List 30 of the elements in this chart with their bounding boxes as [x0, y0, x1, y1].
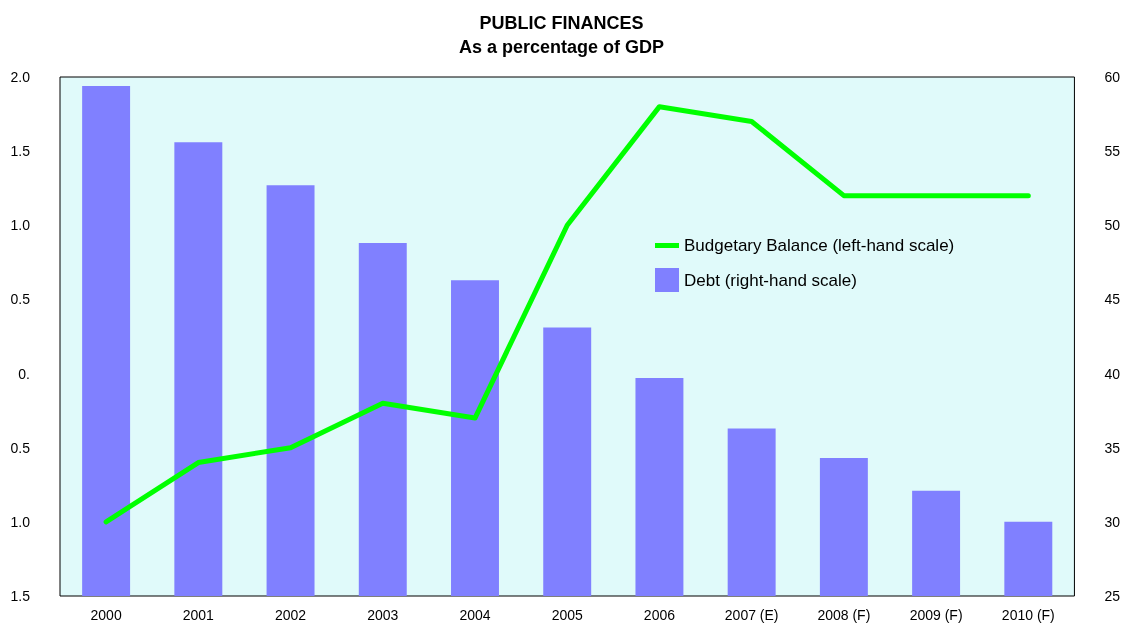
x-tick-label: 2002: [274, 607, 307, 623]
y2-tick-label: 40: [1104, 365, 1121, 382]
y2-tick-label: 30: [1104, 513, 1121, 530]
y-tick-label: 1.0: [10, 217, 31, 234]
y-tick-label: 2.0: [10, 69, 31, 85]
y2-tick-label: 60: [1104, 69, 1121, 85]
y-tick-label: 0.5: [10, 291, 31, 308]
y-tick-label: 0.: [18, 365, 30, 382]
x-tick-label: 2003: [367, 607, 399, 623]
y-tick-label: 1.5: [10, 588, 31, 604]
legend-label: Budgetary Balance (left-hand scale): [684, 236, 955, 255]
x-tick-label: 2000: [90, 607, 122, 623]
x-tick-label: 2004: [459, 607, 491, 623]
x-tick-label: 2006: [643, 607, 676, 623]
x-tick-label: 2008 (F): [817, 607, 871, 623]
y2-tick-label: 50: [1104, 217, 1121, 234]
y-tick-label: 1.0: [10, 513, 31, 530]
x-tick-label: 2009 (F): [909, 607, 963, 623]
x-tick-label: 2005: [551, 607, 583, 623]
y2-tick-label: 25: [1104, 588, 1121, 604]
y-tick-label: 1.5: [10, 143, 31, 160]
x-tick-label: 2007 (E): [724, 607, 779, 623]
y2-tick-label: 45: [1104, 291, 1121, 308]
legend-label: Debt (right-hand scale): [684, 270, 857, 290]
x-tick-label: 2010 (F): [1001, 607, 1055, 623]
y2-tick-label: 35: [1104, 439, 1121, 456]
y-tick-label: 0.5: [10, 439, 31, 456]
y2-tick-label: 55: [1104, 143, 1121, 160]
x-tick-label: 2001: [182, 607, 215, 623]
chart-title: PUBLIC FINANCES As a percentage of GDP: [458, 13, 665, 57]
